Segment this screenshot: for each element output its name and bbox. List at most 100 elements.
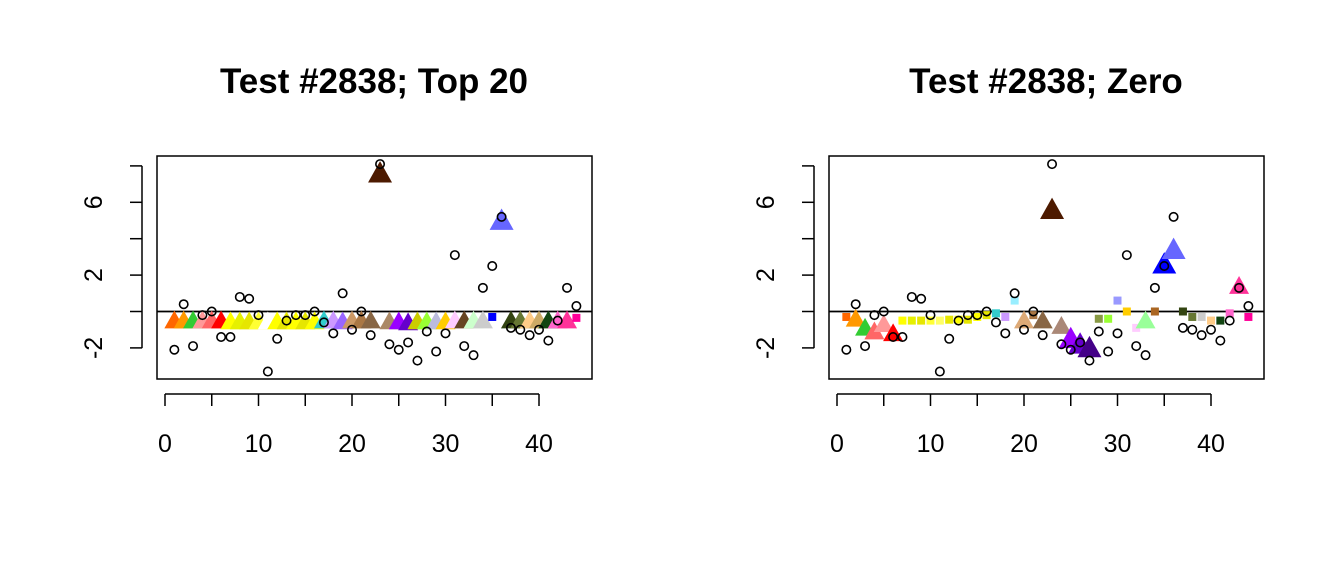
x-tick-label: 40 xyxy=(1197,430,1225,458)
observed-point xyxy=(300,310,311,321)
observed-point xyxy=(906,291,917,302)
fitted-triangle-marker xyxy=(360,310,381,329)
observed-point xyxy=(1149,282,1160,293)
observed-point xyxy=(1215,335,1226,346)
observed-point xyxy=(318,317,329,328)
observed-point xyxy=(1056,339,1067,350)
observed-point xyxy=(431,346,442,357)
observed-point xyxy=(841,344,852,355)
fitted-triangle-marker xyxy=(1135,310,1156,329)
fitted-triangle-marker xyxy=(864,321,885,340)
observed-point xyxy=(981,306,992,317)
observed-point xyxy=(1065,344,1076,355)
observed-point xyxy=(1028,306,1039,317)
observed-point xyxy=(1075,337,1086,348)
fitted-triangle-marker xyxy=(1161,237,1186,259)
observed-point xyxy=(990,317,1001,328)
observed-point xyxy=(972,310,983,321)
right-chart-panel: Test #2838; Zero 0 10 20 30 40 -2 2 6 xyxy=(752,62,1265,458)
fitted-markers xyxy=(842,197,1253,358)
observed-point xyxy=(487,260,498,271)
observed-point xyxy=(1159,260,1170,271)
x-tick-label: 30 xyxy=(1104,430,1132,458)
fitted-triangle-marker xyxy=(1229,276,1250,294)
observed-point xyxy=(346,324,357,335)
observed-point xyxy=(1168,211,1179,222)
observed-point xyxy=(262,366,273,377)
fitted-triangle-marker xyxy=(1051,316,1072,334)
observed-point xyxy=(337,288,348,299)
x-tick-label: 40 xyxy=(525,430,553,458)
observed-point xyxy=(860,341,871,352)
observed-point xyxy=(1103,346,1114,357)
observed-point xyxy=(468,350,479,361)
axes: 0 10 20 30 40 -2 2 6 xyxy=(752,165,1225,458)
x-tick-label: 30 xyxy=(432,430,460,458)
observed-point xyxy=(571,301,582,312)
fitted-square-marker xyxy=(1178,307,1187,316)
observed-point xyxy=(197,310,208,321)
y-tick-label: -2 xyxy=(752,337,780,359)
x-tick-label: 0 xyxy=(158,430,172,458)
observed-point xyxy=(916,293,927,304)
y-tick-label: 2 xyxy=(80,268,108,282)
fitted-square-marker xyxy=(488,312,497,321)
observed-point xyxy=(178,299,189,310)
plot-frame xyxy=(828,155,1265,380)
observed-point xyxy=(1112,328,1123,339)
observed-point xyxy=(962,310,973,321)
observed-point xyxy=(1140,350,1151,361)
observed-point xyxy=(1177,322,1188,333)
observed-point xyxy=(543,335,554,346)
observed-point xyxy=(309,306,320,317)
observed-point xyxy=(953,315,964,326)
fitted-square-marker xyxy=(935,316,944,325)
fitted-triangle-marker xyxy=(1014,310,1034,329)
observed-point xyxy=(459,341,470,352)
plot-frame xyxy=(156,155,593,380)
y-tick-label: 6 xyxy=(80,195,108,209)
observed-point xyxy=(1018,324,1029,335)
observed-point xyxy=(533,324,544,335)
observed-point xyxy=(505,322,516,333)
fitted-triangle-marker xyxy=(489,208,514,230)
fitted-triangle-marker xyxy=(1152,252,1177,274)
observed-point xyxy=(421,326,432,337)
x-tick-label: 0 xyxy=(830,430,844,458)
fitted-square-marker xyxy=(1216,316,1225,325)
observed-point xyxy=(328,328,339,339)
observed-point xyxy=(477,282,488,293)
fitted-markers xyxy=(164,161,581,331)
observed-point xyxy=(524,330,535,341)
observed-points xyxy=(169,159,582,377)
observed-point xyxy=(375,159,386,170)
observed-points xyxy=(841,159,1254,377)
fitted-square-marker xyxy=(945,315,954,324)
fitted-square-marker xyxy=(1207,316,1215,325)
fitted-square-marker xyxy=(1010,296,1019,305)
fitted-square-marker xyxy=(1104,314,1113,323)
observed-point xyxy=(384,339,395,350)
observed-point xyxy=(562,282,573,293)
left-chart-panel: Test #2838; Top 20 0 10 20 30 40 -2 2 6 xyxy=(80,62,593,458)
observed-point xyxy=(1093,326,1104,337)
observed-point xyxy=(1196,330,1207,341)
observed-point xyxy=(169,344,180,355)
fitted-triangle-marker xyxy=(873,314,894,333)
observed-point xyxy=(1000,328,1011,339)
observed-point xyxy=(878,306,889,317)
observed-point xyxy=(253,310,264,321)
observed-point xyxy=(281,315,292,326)
observed-point xyxy=(944,333,955,344)
fitted-triangle-marker xyxy=(1040,197,1065,219)
fitted-square-marker xyxy=(954,315,963,324)
x-tick-label: 10 xyxy=(245,430,273,458)
observed-point xyxy=(412,355,423,366)
x-tick-label: 20 xyxy=(338,430,366,458)
observed-point xyxy=(515,324,526,335)
fitted-triangle-marker xyxy=(557,310,578,329)
fitted-square-marker xyxy=(991,309,1000,318)
observed-point xyxy=(244,293,255,304)
observed-point xyxy=(897,331,908,342)
